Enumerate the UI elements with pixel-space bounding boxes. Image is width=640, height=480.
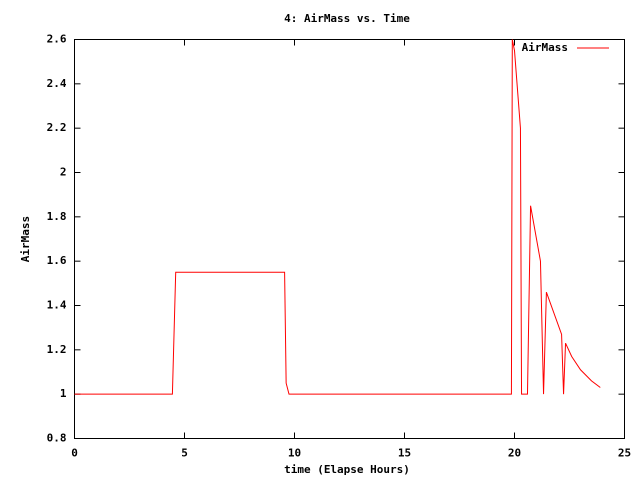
x-axis-label: time (Elapse Hours) (284, 463, 410, 476)
y-axis-label: AirMass (19, 216, 32, 262)
x-tick-label: 20 (508, 447, 521, 460)
y-tick-label: 2 (60, 166, 67, 179)
y-tick-label: 2.2 (47, 121, 67, 134)
y-tick-label: 2.4 (47, 77, 67, 90)
y-tick-label: 1.6 (47, 254, 67, 267)
y-tick-label: 1.2 (47, 343, 67, 356)
legend-label: AirMass (522, 41, 568, 54)
x-tick-label: 10 (288, 447, 301, 460)
plot-frame (74, 39, 625, 439)
x-tick-label: 0 (71, 447, 78, 460)
y-tick-label: 1.8 (47, 210, 67, 223)
y-tick-label: 1 (60, 387, 67, 400)
x-tick-label: 25 (618, 447, 631, 460)
x-tick-label: 5 (181, 447, 188, 460)
y-tick-label: 1.4 (47, 299, 67, 312)
x-tick-label: 15 (398, 447, 411, 460)
chart-title: 4: AirMass vs. Time (284, 12, 410, 25)
data-line (74, 39, 601, 395)
y-tick-label: 2.6 (47, 33, 67, 46)
y-tick-label: 0.8 (47, 432, 67, 445)
